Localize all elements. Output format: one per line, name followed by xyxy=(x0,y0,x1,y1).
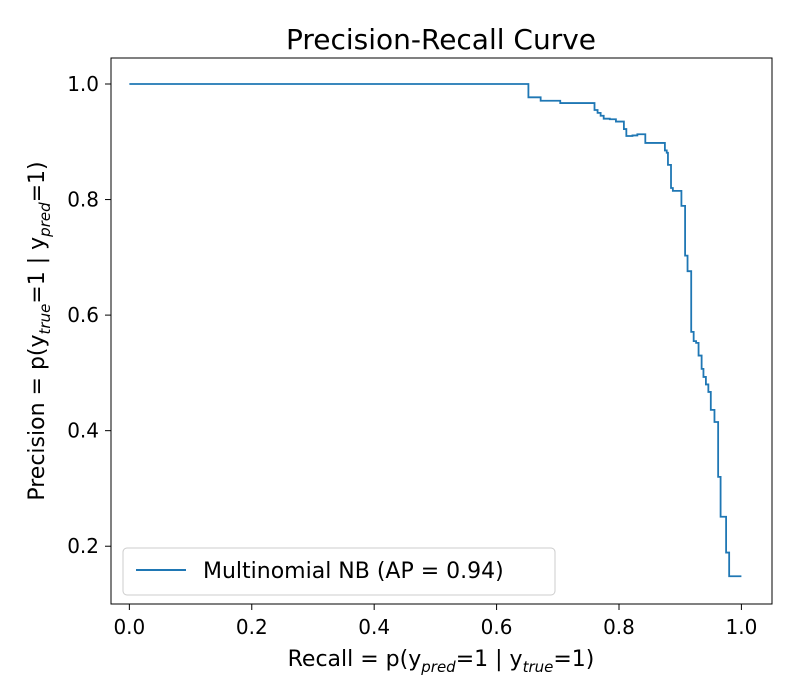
y-tick-label: 0.6 xyxy=(67,303,99,327)
legend-label-multinomial-nb: Multinomial NB (AP = 0.94) xyxy=(203,559,504,584)
x-tick-label: 0.2 xyxy=(236,615,268,639)
plot-area xyxy=(110,57,773,605)
series-line-multinomial-nb xyxy=(129,83,742,578)
y-tick-label: 0.2 xyxy=(67,534,99,558)
x-tick-label: 1.0 xyxy=(725,615,757,639)
y-tick-label: 1.0 xyxy=(67,72,99,96)
x-tick-label: 0.0 xyxy=(113,615,145,639)
x-axis-ticks: 0.0 0.2 0.4 0.6 0.8 1.0 xyxy=(113,604,757,639)
chart-title: Precision-Recall Curve xyxy=(286,23,596,56)
legend: Multinomial NB (AP = 0.94) xyxy=(122,547,556,596)
y-tick-label: 0.4 xyxy=(67,419,99,443)
x-axis-label: Recall = p(ypred=1 | ytrue=1) xyxy=(288,647,595,676)
x-tick-label: 0.8 xyxy=(603,615,635,639)
x-tick-label: 0.4 xyxy=(358,615,390,639)
x-tick-label: 0.6 xyxy=(481,615,513,639)
legend-box xyxy=(122,547,556,596)
y-tick-label: 0.8 xyxy=(67,188,99,212)
y-axis-ticks: 0.2 0.4 0.6 0.8 1.0 xyxy=(67,72,111,558)
y-axis-label: Precision = p(ytrue=1 | ypred=1) xyxy=(25,161,54,500)
